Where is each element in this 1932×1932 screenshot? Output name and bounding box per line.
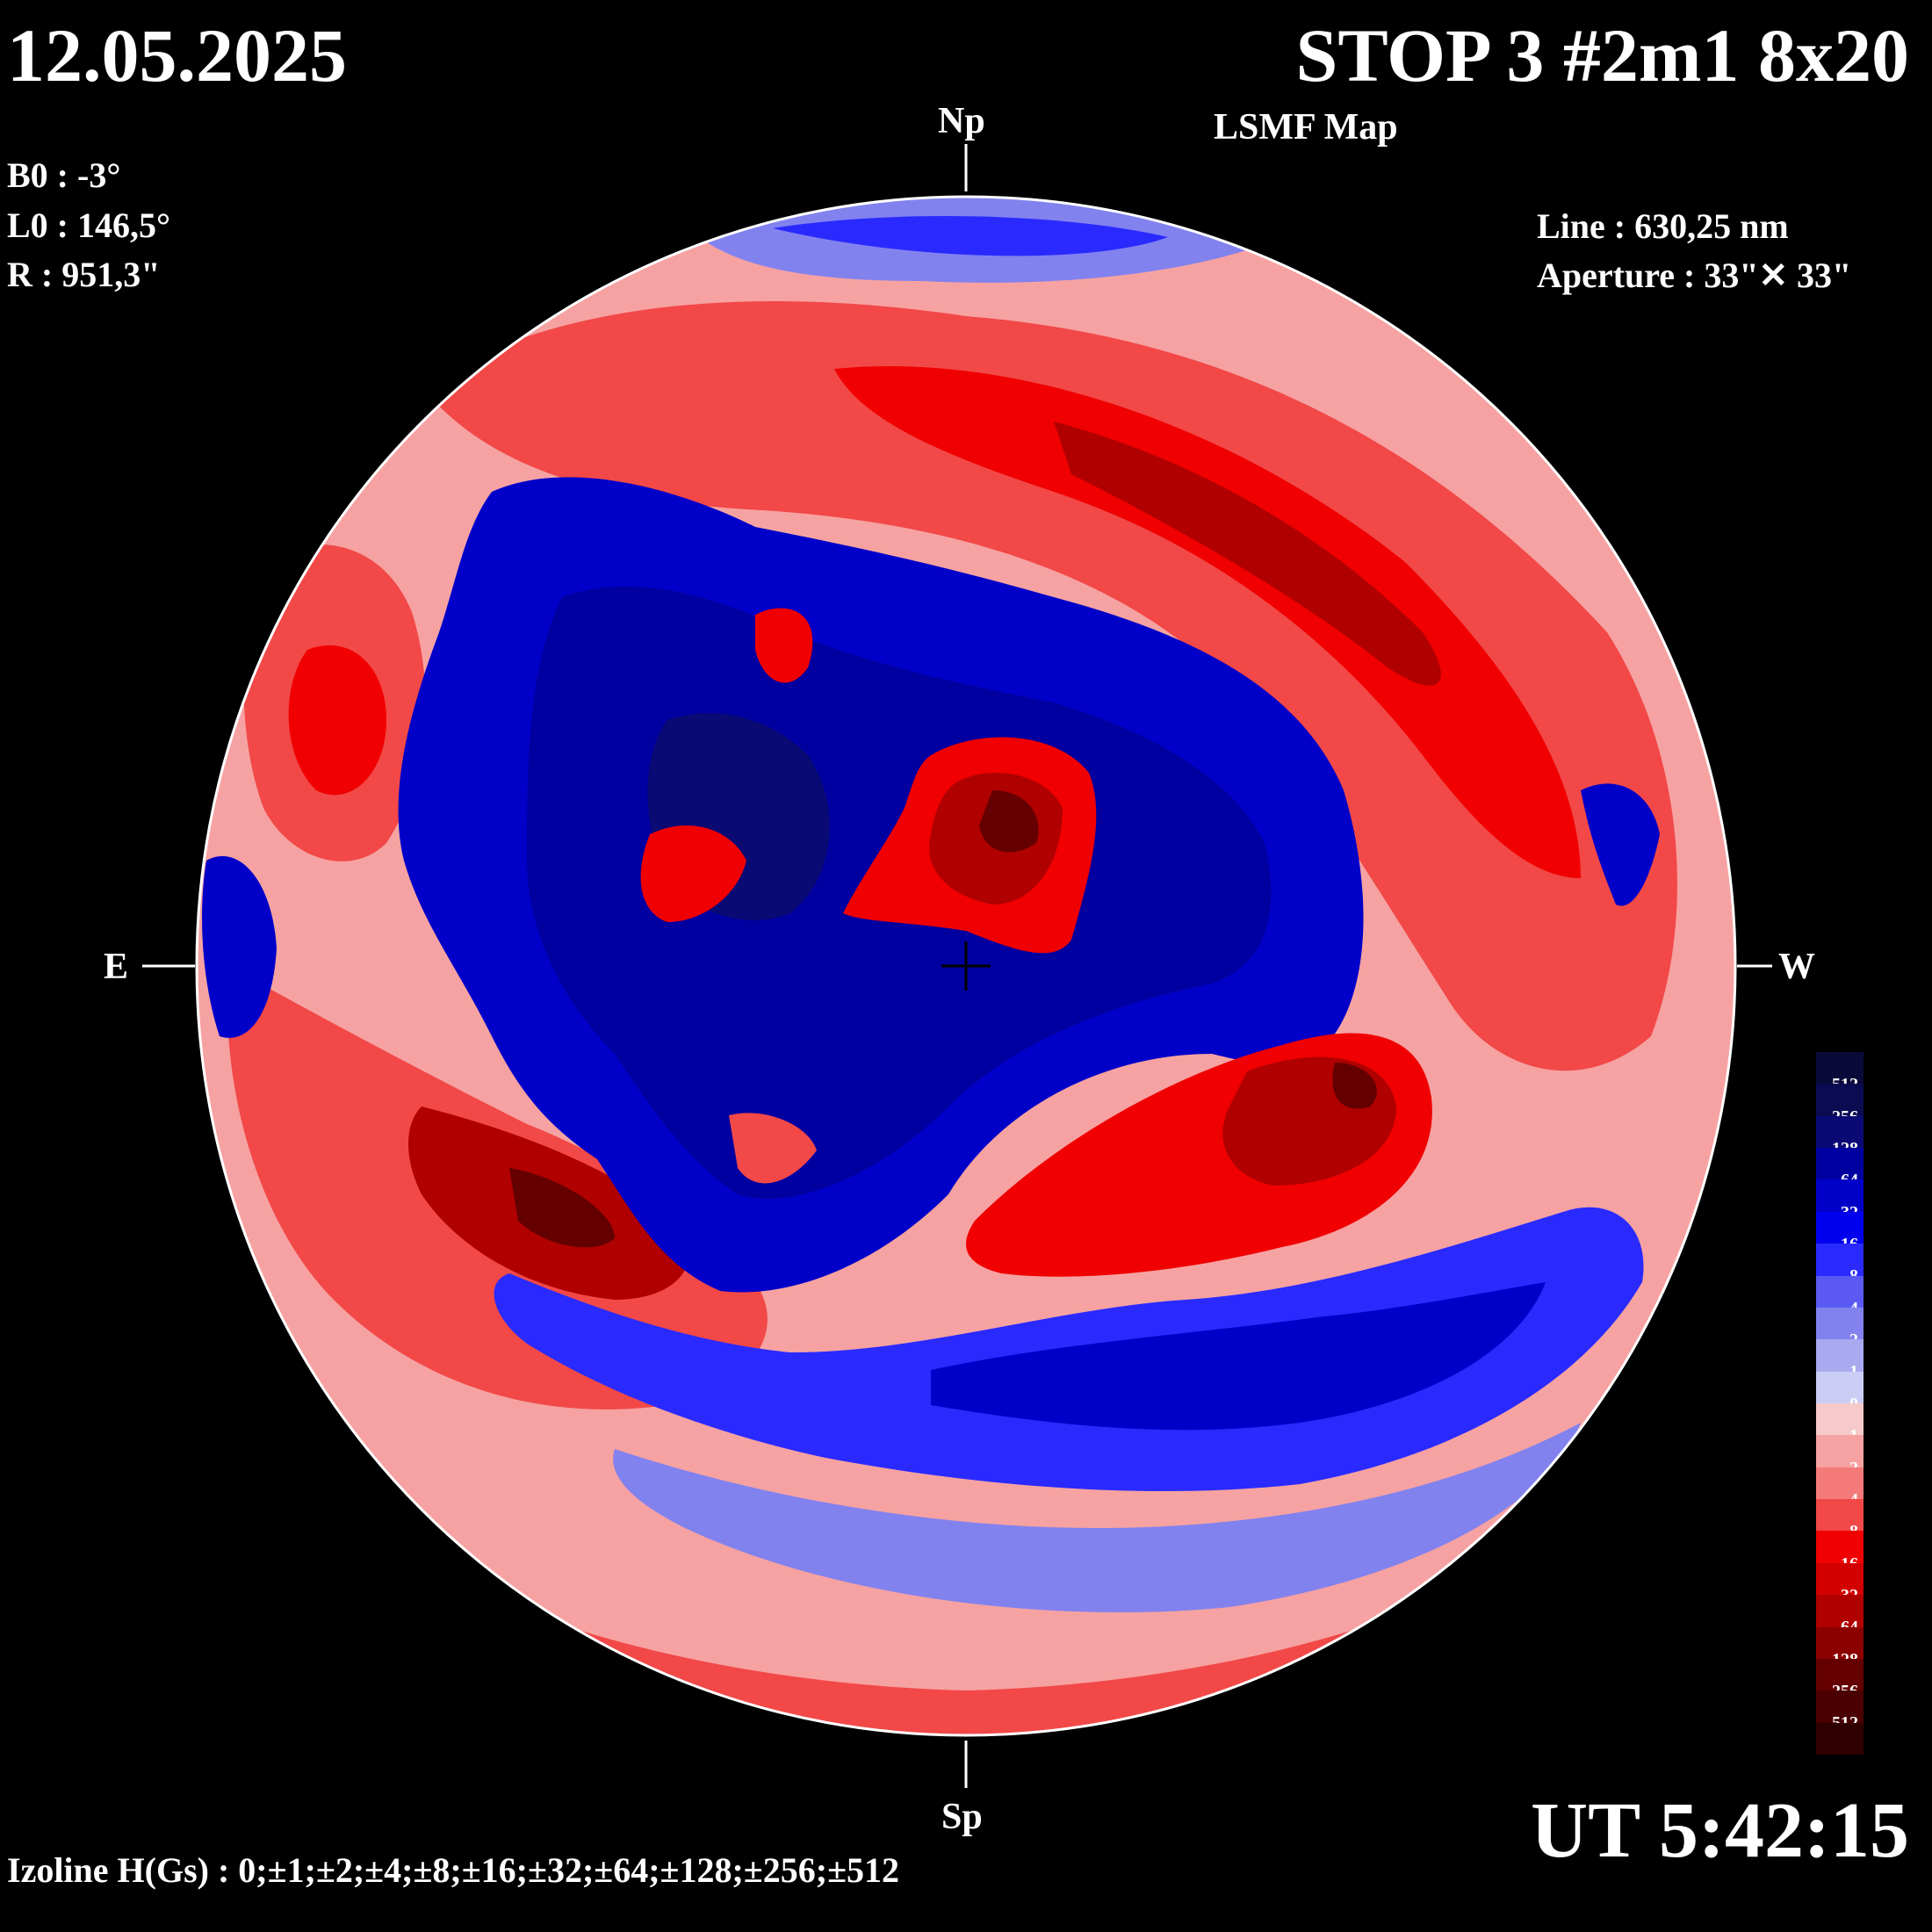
- ne-positive-peak: [1054, 422, 1441, 686]
- positive-patch-1: [640, 825, 746, 922]
- east-label: E: [104, 947, 129, 987]
- disk-limb: [195, 195, 1737, 1737]
- colorbar-cell: [1816, 1371, 1864, 1404]
- south-negative-core: [931, 1282, 1546, 1431]
- colorbar-cell: [1816, 1307, 1864, 1340]
- colorbar-cell: [1816, 1435, 1864, 1468]
- colorbar-cell: [1816, 1531, 1864, 1564]
- colorbar-cell: [1816, 1275, 1864, 1308]
- ut-time: UT 5:42:15: [1531, 1787, 1909, 1874]
- colorbar-cell: [1816, 1499, 1864, 1532]
- colorbar-cell: [1816, 1148, 1864, 1180]
- sw-positive-peak: [1332, 1063, 1377, 1109]
- north-pole-label: Np: [938, 101, 985, 141]
- color-scale-bar: -512-256-128-64-32-16-8-4-2-101248163264…: [1816, 1052, 1864, 1755]
- positive-patch-2: [755, 608, 813, 683]
- colorbar-cell: [1816, 1722, 1864, 1755]
- ne-positive-core: [834, 365, 1581, 878]
- colorbar-cell: [1816, 1084, 1864, 1117]
- east-positive-core: [288, 645, 386, 796]
- east-negative-patch: [202, 855, 277, 1038]
- center-crosshair: [941, 941, 991, 991]
- radius-parameter: R : 951,3": [7, 255, 161, 294]
- south-negative-fringe: [613, 1423, 1581, 1612]
- map-title: STOP 3 #2m1 8x20: [1295, 13, 1909, 97]
- map-subtitle: LSMF Map: [1214, 107, 1398, 148]
- colorbar-cell: [1816, 1403, 1864, 1436]
- b0-parameter: B0 : -3°: [7, 155, 121, 195]
- colorbar-cell: [1816, 1211, 1864, 1244]
- magnetic-field-regions: [197, 197, 1735, 1735]
- colorbar-cell: [1816, 1690, 1864, 1724]
- west-label: W: [1778, 947, 1815, 987]
- west-negative-patch: [1581, 783, 1660, 906]
- central-positive-peak: [979, 790, 1039, 853]
- colorbar-cell: [1816, 1595, 1864, 1628]
- colorbar-cell: [1816, 1467, 1864, 1500]
- izoline-legend: Izoline H(Gs) : 0;±1;±2;±4;±8;±16;±32;±6…: [7, 1850, 900, 1890]
- north-negative-core: [773, 216, 1168, 256]
- spectral-line-parameter: Line : 630,25 nm: [1537, 206, 1789, 246]
- l0-parameter: L0 : 146,5°: [7, 205, 170, 245]
- ne-positive-arc: [422, 300, 1677, 1071]
- south-pole-label: Sp: [941, 1797, 983, 1837]
- colorbar-cell: [1816, 1115, 1864, 1149]
- colorbar-cell: [1816, 1626, 1864, 1660]
- colorbar-cell: [1816, 1562, 1864, 1596]
- aperture-parameter: Aperture : 33"✕ 33": [1537, 256, 1852, 295]
- positive-patch-3: [729, 1113, 817, 1184]
- colorbar-cell: [1816, 1052, 1864, 1085]
- colorbar-cell: [1816, 1179, 1864, 1213]
- se-positive-peak: [509, 1168, 615, 1248]
- colorbar-cell: [1816, 1244, 1864, 1277]
- observation-date: 12.05.2025: [7, 13, 347, 97]
- colorbar-cell: [1816, 1339, 1864, 1373]
- colorbar-cell: [1816, 1658, 1864, 1691]
